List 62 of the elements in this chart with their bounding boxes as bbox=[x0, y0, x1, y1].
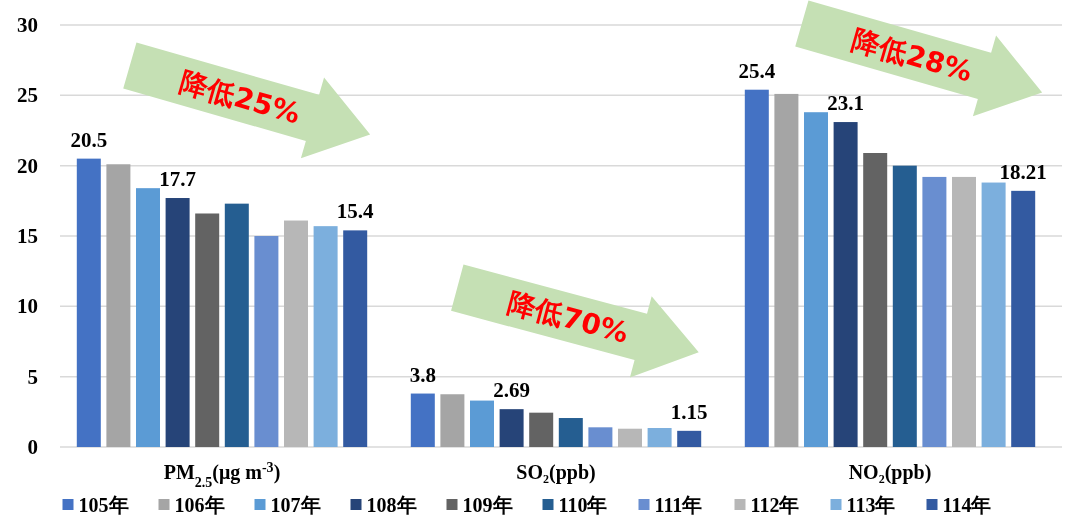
bar bbox=[863, 153, 888, 447]
data-label: 20.5 bbox=[70, 127, 108, 152]
bar bbox=[952, 176, 976, 447]
bar bbox=[284, 220, 308, 447]
bar bbox=[774, 93, 799, 447]
x-tick-label: PM$_{2.5}$(μg m$^{-3}$) bbox=[163, 459, 281, 490]
bar bbox=[440, 394, 465, 447]
legend-label: 105年 bbox=[78, 494, 129, 516]
y-tick-label: 0 bbox=[27, 435, 38, 459]
bar bbox=[106, 164, 131, 447]
data-label: 15.4 bbox=[336, 199, 375, 224]
legend-label: 113年 bbox=[846, 494, 896, 516]
bar bbox=[410, 393, 435, 447]
data-label: 2.69 bbox=[493, 378, 530, 403]
data-label: 1.15 bbox=[670, 399, 708, 424]
x-tick-label: NO₂(ppb) bbox=[848, 461, 932, 484]
bar bbox=[254, 236, 279, 447]
bar bbox=[499, 409, 524, 447]
bar bbox=[343, 230, 368, 447]
data-label: 18.21 bbox=[999, 159, 1047, 184]
bar bbox=[618, 428, 642, 447]
bar bbox=[922, 176, 947, 447]
bar bbox=[588, 427, 613, 447]
y-tick-label: 30 bbox=[17, 13, 38, 37]
legend-label: 110年 bbox=[558, 494, 608, 516]
bar bbox=[1011, 190, 1036, 447]
legend-label: 108年 bbox=[366, 494, 417, 516]
bar bbox=[529, 412, 554, 447]
data-label: 25.4 bbox=[738, 58, 776, 83]
legend-label: 106年 bbox=[174, 494, 225, 516]
annotation: 降低28% bbox=[848, 22, 976, 89]
bar bbox=[470, 400, 494, 447]
data-label: 23.1 bbox=[827, 91, 864, 116]
legend-label: 111年 bbox=[654, 494, 703, 516]
bar bbox=[136, 188, 160, 447]
annotation: 降低25% bbox=[176, 64, 304, 131]
legend-label: 112年 bbox=[750, 494, 800, 516]
y-tick-label: 15 bbox=[17, 224, 38, 248]
y-tick-label: 20 bbox=[17, 153, 38, 178]
data-label: 3.8 bbox=[409, 362, 436, 387]
legend-label: 109年 bbox=[462, 494, 513, 516]
legend-label: 107年 bbox=[270, 494, 321, 516]
bar bbox=[76, 158, 101, 447]
y-tick-label: 25 bbox=[17, 83, 38, 108]
bar bbox=[892, 165, 917, 447]
data-label: 17.7 bbox=[159, 167, 196, 192]
annotation: 降低70% bbox=[504, 286, 632, 350]
bar bbox=[804, 112, 828, 447]
x-tick-label: SO₂(ppb) bbox=[516, 461, 596, 484]
bar bbox=[195, 213, 220, 447]
bar bbox=[313, 226, 338, 447]
bar bbox=[165, 198, 190, 447]
bar bbox=[833, 122, 858, 447]
y-tick-label: 10 bbox=[17, 294, 38, 319]
bar bbox=[677, 430, 702, 447]
y-tick-label: 5 bbox=[27, 364, 38, 389]
bar bbox=[647, 428, 672, 447]
bar bbox=[744, 89, 769, 447]
bar bbox=[981, 182, 1006, 447]
bar bbox=[224, 203, 249, 447]
bar bbox=[558, 418, 583, 447]
legend-label: 114年 bbox=[942, 494, 992, 516]
